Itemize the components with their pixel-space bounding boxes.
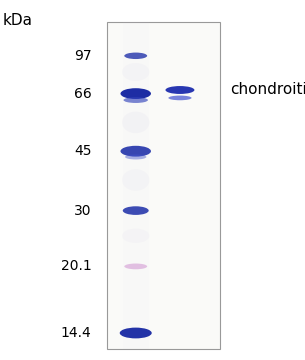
- Ellipse shape: [120, 88, 151, 99]
- Ellipse shape: [122, 63, 149, 81]
- Ellipse shape: [165, 86, 195, 94]
- Ellipse shape: [122, 112, 149, 133]
- Text: chondroitinase: chondroitinase: [230, 82, 305, 98]
- Ellipse shape: [125, 154, 146, 159]
- Bar: [123, 22, 149, 349]
- Text: 20.1: 20.1: [61, 260, 92, 273]
- Text: 14.4: 14.4: [61, 326, 92, 340]
- Ellipse shape: [120, 328, 152, 338]
- Ellipse shape: [124, 264, 147, 269]
- Ellipse shape: [124, 97, 148, 103]
- Ellipse shape: [168, 96, 192, 100]
- Ellipse shape: [120, 146, 151, 157]
- Text: kDa: kDa: [3, 13, 33, 28]
- Text: 97: 97: [74, 49, 92, 63]
- Ellipse shape: [123, 206, 149, 215]
- Ellipse shape: [122, 169, 149, 191]
- FancyBboxPatch shape: [107, 22, 220, 349]
- Text: 30: 30: [74, 204, 92, 217]
- Text: 66: 66: [74, 87, 92, 100]
- Text: 45: 45: [74, 144, 92, 158]
- Ellipse shape: [124, 53, 147, 59]
- Ellipse shape: [122, 229, 149, 243]
